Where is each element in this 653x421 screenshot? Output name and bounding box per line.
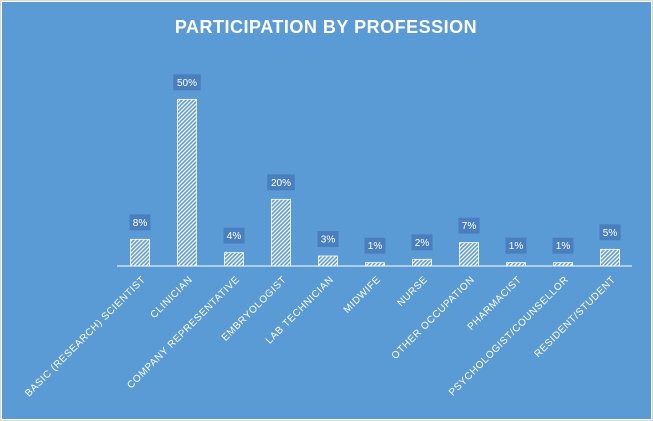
data-label: 4% [227, 231, 242, 242]
data-labels-layer: 8% 50% 4% 20% 3% 1% 2% 7% 1% 1% 5% [129, 74, 621, 254]
data-label-box [411, 234, 433, 251]
data-label-box [173, 74, 201, 91]
data-label: 1% [368, 241, 383, 252]
bar-embryologist [271, 198, 291, 267]
data-label-box [458, 217, 480, 234]
data-label: 1% [509, 241, 524, 252]
data-label-box [599, 224, 621, 241]
data-label: 1% [556, 241, 571, 252]
bar-resident-student [600, 248, 620, 267]
data-label: 8% [133, 218, 148, 229]
bar-other-occupation [459, 242, 479, 267]
data-label: 5% [603, 228, 618, 239]
data-label-box [364, 237, 386, 254]
data-label-box [223, 227, 245, 244]
chart-title: PARTICIPATION BY PROFESSION [175, 17, 477, 37]
data-label: 50% [177, 78, 197, 89]
data-label-box [317, 231, 339, 247]
bar-nurse [412, 258, 432, 267]
data-label-box [505, 237, 527, 254]
data-label: 20% [271, 178, 291, 189]
data-label-box [267, 174, 295, 191]
bars-layer [130, 98, 620, 267]
bar-basic-research-scientist [130, 238, 150, 267]
data-label: 7% [462, 221, 477, 232]
data-label: 3% [321, 235, 336, 246]
bar-lab-technician [318, 255, 338, 267]
data-label-box [552, 237, 574, 254]
bar-clinician [177, 98, 197, 267]
data-label: 2% [415, 238, 430, 249]
bar-company-representative [224, 252, 244, 267]
data-label-box [129, 214, 151, 231]
